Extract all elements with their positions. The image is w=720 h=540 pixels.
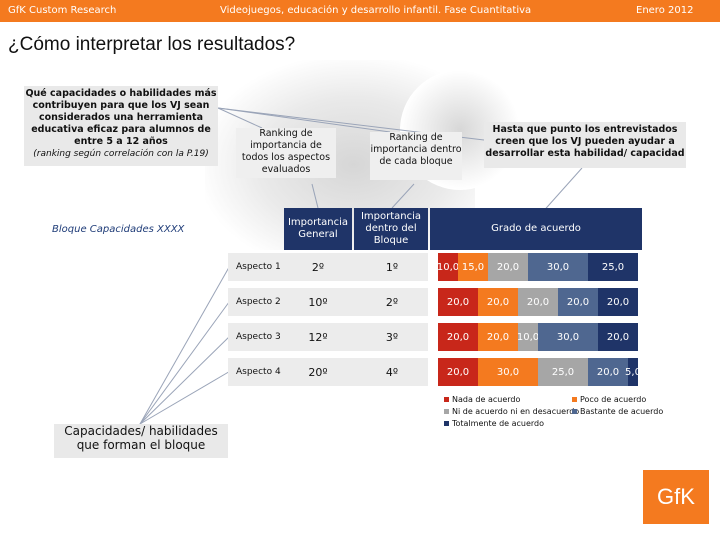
bar-segment: 20,0 (488, 253, 528, 281)
bar-segment: 20,0 (518, 288, 558, 316)
legend-swatch (572, 397, 577, 402)
bar-segment: 20,0 (598, 323, 638, 351)
rank-bloque: 4º (385, 366, 399, 379)
note-question-box: Qué capacidades o habilidades más contri… (24, 86, 218, 166)
bottom-note-box: Capacidades/ habilidades que forman el b… (54, 424, 228, 458)
bar-segment: 5,0 (625, 358, 641, 386)
rank-bloque: 3º (385, 331, 399, 344)
header-date: Enero 2012 (636, 5, 694, 16)
note-question-text: Qué capacidades o habilidades más contri… (25, 88, 217, 147)
bar-segment: 20,0 (438, 288, 478, 316)
legend-swatch (572, 409, 577, 414)
ranking-bloque-label: Ranking de importancia dentro de cada bl… (370, 132, 462, 180)
legend-label: Ni de acuerdo ni en desacuerdo (452, 407, 580, 416)
header-study-title: Videojuegos, educación y desarrollo infa… (220, 5, 532, 16)
bar-segment: 20,0 (558, 288, 598, 316)
rank-general: 10º (308, 296, 328, 309)
agreement-question-box: Hasta que punto los entrevistados creen … (484, 122, 686, 168)
header-importancia-general: Importancia General (284, 208, 352, 250)
bar-segment: 20,0 (478, 323, 518, 351)
bar-segment: 30,0 (538, 323, 598, 351)
bar-segment: 10,0 (437, 253, 459, 281)
bar-segment: 30,0 (528, 253, 588, 281)
legend-item: Bastante de acuerdo (572, 407, 663, 416)
legend-label: Totalmente de acuerdo (452, 419, 545, 428)
rank-bloque: 1º (385, 261, 399, 274)
bar-segment: 25,0 (588, 253, 638, 281)
bar-segment: 20,0 (438, 323, 478, 351)
bar-segment: 20,0 (598, 288, 638, 316)
legend-label: Nada de acuerdo (452, 395, 521, 404)
header-grado-acuerdo: Grado de acuerdo (430, 208, 642, 250)
aspect-label: Aspecto 3 (236, 332, 281, 342)
table-row (228, 288, 428, 316)
bar-segment: 30,0 (478, 358, 538, 386)
gfk-logo: GfK (643, 470, 709, 524)
rank-general: 2º (311, 261, 325, 274)
bar-segment: 20,0 (478, 288, 518, 316)
aspect-label: Aspecto 2 (236, 297, 281, 307)
rank-bloque: 2º (385, 296, 399, 309)
table-row (228, 323, 428, 351)
note-question-source: (ranking según correlación con la P.19) (33, 149, 209, 159)
ranking-general-label: Ranking de importancia de todos los aspe… (236, 128, 336, 178)
legend-item: Nada de acuerdo (444, 395, 520, 404)
legend-swatch (444, 409, 449, 414)
bar-segment: 10,0 (517, 323, 539, 351)
legend-item: Poco de acuerdo (572, 395, 646, 404)
legend-swatch (444, 421, 449, 426)
bloque-label: Bloque Capacidades XXXX (52, 224, 185, 235)
aspect-label: Aspecto 1 (236, 262, 281, 272)
bar-segment: 20,0 (438, 358, 478, 386)
table-row (228, 253, 428, 281)
bar-segment: 20,0 (588, 358, 628, 386)
rank-general: 20º (308, 366, 328, 379)
aspect-label: Aspecto 4 (236, 367, 281, 377)
rank-general: 12º (308, 331, 328, 344)
legend-swatch (444, 397, 449, 402)
bar-segment: 25,0 (538, 358, 588, 386)
header-importancia-bloque: Importancia dentro del Bloque (354, 208, 428, 250)
header-bar: GfK Custom Research Videojuegos, educaci… (0, 0, 720, 22)
legend-label: Bastante de acuerdo (580, 407, 664, 416)
bar-segment: 15,0 (458, 253, 488, 281)
legend-item: Ni de acuerdo ni en desacuerdo (444, 407, 579, 416)
header-company: GfK Custom Research (8, 5, 117, 16)
legend-label: Poco de acuerdo (580, 395, 647, 404)
legend-item: Totalmente de acuerdo (444, 419, 544, 428)
table-row (228, 358, 428, 386)
page-title: ¿Cómo interpretar los resultados? (8, 34, 296, 55)
